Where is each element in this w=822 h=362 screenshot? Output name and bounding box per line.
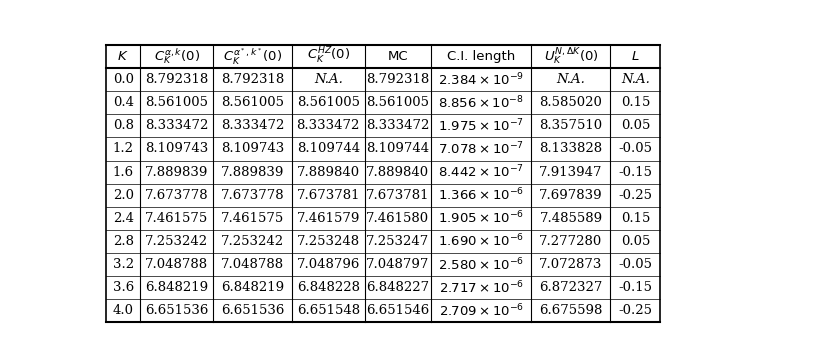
- Text: 6.848227: 6.848227: [366, 281, 429, 294]
- Text: 7.673781: 7.673781: [297, 189, 360, 202]
- Text: 7.889839: 7.889839: [221, 165, 284, 178]
- Text: N.A.: N.A.: [621, 73, 649, 86]
- Text: 7.048788: 7.048788: [145, 258, 208, 271]
- Text: 8.357510: 8.357510: [539, 119, 603, 132]
- Text: $8.442 \times 10^{-7}$: $8.442 \times 10^{-7}$: [438, 164, 524, 180]
- Text: $8.856 \times 10^{-8}$: $8.856 \times 10^{-8}$: [438, 94, 524, 111]
- Text: 2.0: 2.0: [113, 189, 134, 202]
- Text: N.A.: N.A.: [314, 73, 343, 86]
- Text: 7.485589: 7.485589: [539, 212, 603, 225]
- Text: 8.792318: 8.792318: [145, 73, 208, 86]
- Text: 8.561005: 8.561005: [221, 96, 284, 109]
- Text: 7.048796: 7.048796: [297, 258, 360, 271]
- Text: 2.4: 2.4: [113, 212, 134, 225]
- Text: 6.872327: 6.872327: [539, 281, 603, 294]
- Text: 8.109743: 8.109743: [221, 142, 284, 155]
- Text: 8.333472: 8.333472: [145, 119, 208, 132]
- Text: 7.072873: 7.072873: [539, 258, 603, 271]
- Text: 8.333472: 8.333472: [366, 119, 429, 132]
- Text: $1.366 \times 10^{-6}$: $1.366 \times 10^{-6}$: [438, 187, 524, 203]
- Text: 3.2: 3.2: [113, 258, 134, 271]
- Text: -0.05: -0.05: [618, 258, 653, 271]
- Text: 8.133828: 8.133828: [539, 142, 603, 155]
- Text: $U_K^{N,\Delta K}(0)$: $U_K^{N,\Delta K}(0)$: [543, 46, 598, 67]
- Text: 7.913947: 7.913947: [539, 165, 603, 178]
- Text: $K$: $K$: [118, 50, 129, 63]
- Text: 7.461579: 7.461579: [297, 212, 360, 225]
- Text: 8.585020: 8.585020: [539, 96, 603, 109]
- Text: 0.15: 0.15: [621, 212, 650, 225]
- Text: 7.461575: 7.461575: [221, 212, 284, 225]
- Text: 0.05: 0.05: [621, 119, 650, 132]
- Text: $2.709 \times 10^{-6}$: $2.709 \times 10^{-6}$: [439, 303, 524, 319]
- Text: 6.848219: 6.848219: [221, 281, 284, 294]
- Text: -0.25: -0.25: [618, 189, 653, 202]
- Text: 7.048788: 7.048788: [221, 258, 284, 271]
- Text: $2.717 \times 10^{-6}$: $2.717 \times 10^{-6}$: [439, 279, 524, 296]
- Text: $C_K^{\alpha,k}(0)$: $C_K^{\alpha,k}(0)$: [154, 47, 200, 66]
- Text: 7.253247: 7.253247: [366, 235, 429, 248]
- Text: 7.461575: 7.461575: [145, 212, 208, 225]
- Text: 2.8: 2.8: [113, 235, 134, 248]
- Text: 7.889840: 7.889840: [297, 165, 360, 178]
- Text: $1.905 \times 10^{-6}$: $1.905 \times 10^{-6}$: [438, 210, 524, 227]
- Text: 7.277280: 7.277280: [539, 235, 603, 248]
- Text: 7.889840: 7.889840: [366, 165, 429, 178]
- Text: -0.05: -0.05: [618, 142, 653, 155]
- Text: 7.673781: 7.673781: [366, 189, 429, 202]
- Text: 8.109744: 8.109744: [297, 142, 360, 155]
- Text: 8.561005: 8.561005: [367, 96, 429, 109]
- Text: 6.675598: 6.675598: [539, 304, 603, 317]
- Text: 6.651536: 6.651536: [145, 304, 208, 317]
- Text: 7.673778: 7.673778: [220, 189, 284, 202]
- Text: 7.673778: 7.673778: [145, 189, 209, 202]
- Text: 1.2: 1.2: [113, 142, 134, 155]
- Text: N.A.: N.A.: [556, 73, 585, 86]
- Text: 3.6: 3.6: [113, 281, 134, 294]
- Text: 6.848228: 6.848228: [297, 281, 360, 294]
- Text: 6.651546: 6.651546: [366, 304, 429, 317]
- Text: C.I. length: C.I. length: [447, 50, 515, 63]
- Text: 8.333472: 8.333472: [221, 119, 284, 132]
- Text: 6.848219: 6.848219: [145, 281, 208, 294]
- Text: 8.792318: 8.792318: [366, 73, 429, 86]
- Text: 7.461580: 7.461580: [366, 212, 429, 225]
- Text: 7.253248: 7.253248: [297, 235, 360, 248]
- Text: $2.384 \times 10^{-9}$: $2.384 \times 10^{-9}$: [438, 71, 524, 88]
- Text: 8.109743: 8.109743: [145, 142, 208, 155]
- Text: $L$: $L$: [631, 50, 640, 63]
- Text: 7.697839: 7.697839: [539, 189, 603, 202]
- Text: 1.6: 1.6: [113, 165, 134, 178]
- Text: $C_K^{\alpha^*,k^*}(0)$: $C_K^{\alpha^*,k^*}(0)$: [223, 46, 282, 67]
- Text: 0.8: 0.8: [113, 119, 134, 132]
- Text: $1.975 \times 10^{-7}$: $1.975 \times 10^{-7}$: [438, 118, 524, 134]
- Text: 8.561005: 8.561005: [297, 96, 360, 109]
- Text: MC: MC: [387, 50, 408, 63]
- Text: -0.15: -0.15: [618, 165, 653, 178]
- Text: 7.253242: 7.253242: [221, 235, 284, 248]
- Text: -0.15: -0.15: [618, 281, 653, 294]
- Text: 0.05: 0.05: [621, 235, 650, 248]
- Text: $7.078 \times 10^{-7}$: $7.078 \times 10^{-7}$: [438, 141, 524, 157]
- Text: 6.651548: 6.651548: [297, 304, 360, 317]
- Text: 8.333472: 8.333472: [297, 119, 360, 132]
- Text: 0.4: 0.4: [113, 96, 134, 109]
- Text: $C_K^{HZ}(0)$: $C_K^{HZ}(0)$: [307, 46, 350, 67]
- Text: 0.0: 0.0: [113, 73, 134, 86]
- Text: 8.561005: 8.561005: [145, 96, 208, 109]
- Text: -0.25: -0.25: [618, 304, 653, 317]
- Text: 4.0: 4.0: [113, 304, 134, 317]
- Text: 7.048797: 7.048797: [366, 258, 429, 271]
- Text: $1.690 \times 10^{-6}$: $1.690 \times 10^{-6}$: [438, 233, 524, 250]
- Text: 6.651536: 6.651536: [221, 304, 284, 317]
- Text: 7.253242: 7.253242: [145, 235, 208, 248]
- Text: 8.792318: 8.792318: [221, 73, 284, 86]
- Text: $2.580 \times 10^{-6}$: $2.580 \times 10^{-6}$: [438, 256, 524, 273]
- Text: 0.15: 0.15: [621, 96, 650, 109]
- Text: 8.109744: 8.109744: [366, 142, 429, 155]
- Text: 7.889839: 7.889839: [145, 165, 208, 178]
